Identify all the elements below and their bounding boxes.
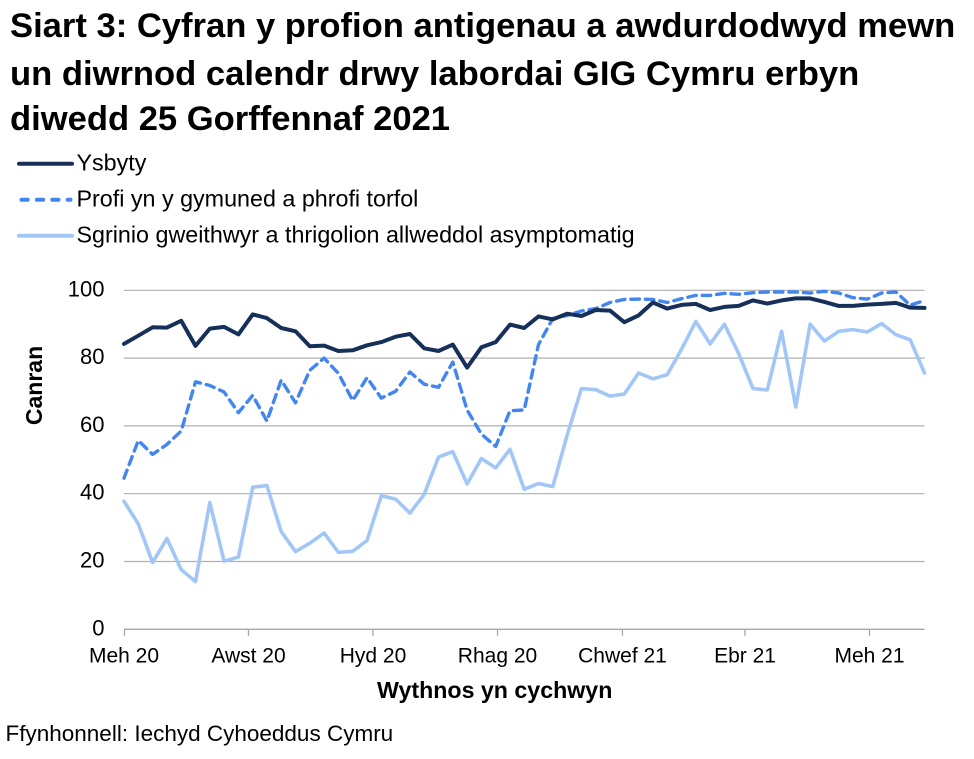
svg-text:Ffynhonnell: Iechyd Cyhoeddus: Ffynhonnell: Iechyd Cyhoeddus Cymru: [6, 721, 394, 746]
svg-text:20: 20: [80, 548, 104, 573]
svg-text:Canran: Canran: [21, 346, 47, 425]
svg-text:diwedd 25 Gorffennaf 2021: diwedd 25 Gorffennaf 2021: [10, 100, 450, 138]
svg-text:un diwrnod calendr drwy labord: un diwrnod calendr drwy labordai GIG Cym…: [10, 55, 859, 93]
svg-text:Profi yn y gymuned a phrofi to: Profi yn y gymuned a phrofi torfol: [77, 186, 419, 212]
svg-text:Awst 20: Awst 20: [211, 645, 285, 668]
svg-text:60: 60: [80, 412, 104, 437]
svg-text:Meh 21: Meh 21: [834, 645, 904, 668]
svg-text:40: 40: [80, 480, 104, 505]
svg-text:Siart 3: Cyfran y profion anti: Siart 3: Cyfran y profion antigenau a aw…: [10, 7, 955, 45]
svg-text:Hyd 20: Hyd 20: [340, 645, 407, 668]
svg-text:Sgrinio gweithwyr a thrigolion: Sgrinio gweithwyr a thrigolion allweddol…: [77, 222, 635, 248]
svg-text:100: 100: [68, 276, 105, 301]
svg-text:Rhag 20: Rhag 20: [458, 645, 537, 668]
svg-text:Chwef 21: Chwef 21: [578, 645, 667, 668]
svg-text:Meh 20: Meh 20: [89, 645, 159, 668]
svg-text:0: 0: [92, 615, 104, 640]
svg-text:Wythnos yn cychwyn: Wythnos yn cychwyn: [377, 677, 612, 703]
svg-text:Ebr 21: Ebr 21: [714, 645, 776, 668]
svg-text:Ysbyty: Ysbyty: [77, 150, 147, 176]
svg-text:80: 80: [80, 344, 104, 369]
